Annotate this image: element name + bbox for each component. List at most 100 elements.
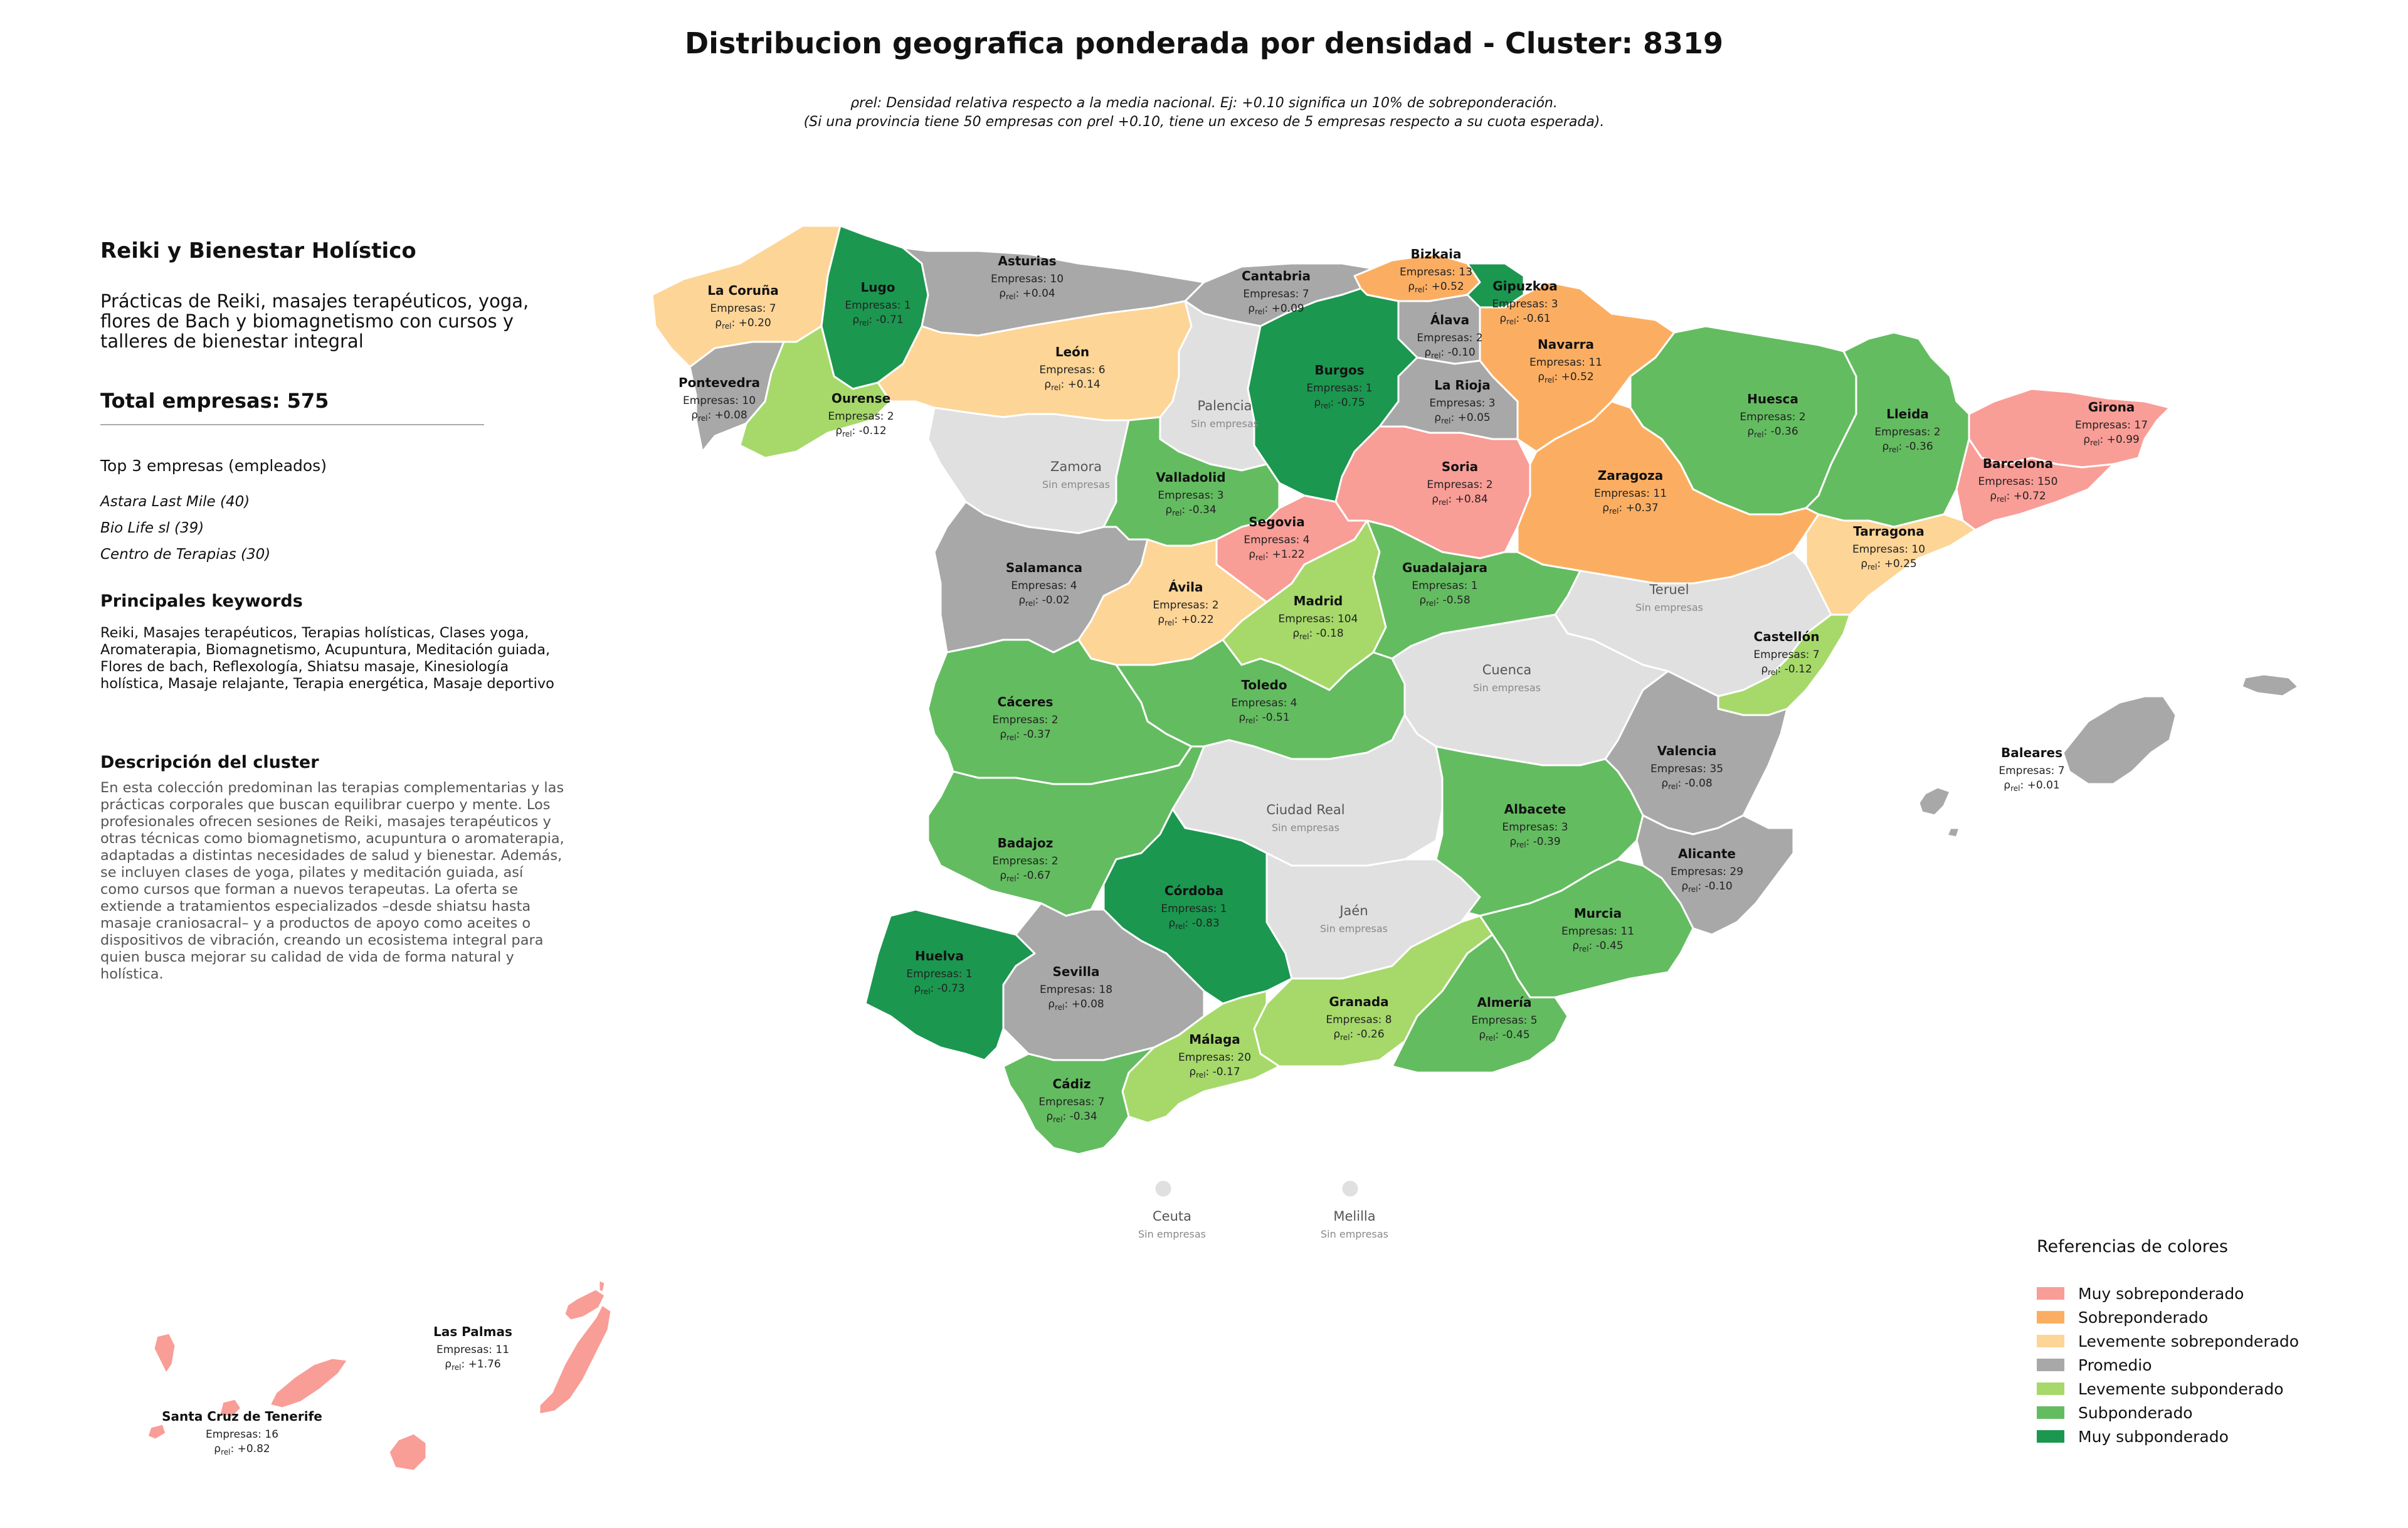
province-rho: ρrel: +0.99	[2083, 433, 2139, 447]
province-name: Bizkaia	[1411, 247, 1462, 262]
keywords-title: Principales keywords	[100, 592, 303, 611]
province-rho-value: : +0.09	[1264, 302, 1304, 315]
province-name: Asturias	[998, 253, 1056, 268]
province-name: Palencia	[1198, 398, 1252, 413]
province-rho-value: : -0.12	[852, 425, 887, 437]
province-rho-value: : -0.37	[1017, 728, 1051, 741]
panel-description: Prácticas de Reiki, masajes terapéuticos…	[100, 290, 529, 352]
province-rho-value: : -0.71	[869, 314, 904, 326]
province-rho-value: : -0.26	[1350, 1028, 1385, 1041]
province-rho-value: : +0.82	[230, 1443, 270, 1455]
province-empresas: Empresas: 3	[1502, 821, 1568, 834]
province-rho-value: : +0.37	[1619, 502, 1658, 514]
province-empresas: Empresas: 18	[1040, 984, 1112, 996]
province-rho-value: : -0.67	[1017, 869, 1051, 882]
cluster-description: En esta colección predominan las terapia…	[100, 780, 564, 982]
province-rho: ρrel: +0.04	[999, 287, 1055, 301]
province-name: Almería	[1477, 995, 1532, 1010]
province-empresas: Empresas: 29	[1671, 866, 1743, 878]
province-empresas: Empresas: 17	[2075, 419, 2148, 432]
province-name: Valencia	[1657, 743, 1717, 758]
province-rho: ρrel: +1.76	[445, 1358, 500, 1372]
province-rho: ρrel: -0.37	[1000, 728, 1050, 742]
top3-item: Bio Life sl (39)	[100, 520, 204, 536]
province-rho-value: : -0.83	[1185, 917, 1220, 930]
legend-swatch	[2037, 1287, 2064, 1300]
province-rho-value: : -0.10	[1698, 880, 1733, 893]
legend-label: Levemente subponderado	[2078, 1379, 2284, 1398]
province-name: Guadalajara	[1402, 560, 1487, 575]
province-rho-value: : +0.01	[2020, 779, 2059, 792]
subtitle-line-1: ρrel: Densidad relativa respecto a la me…	[850, 95, 1558, 111]
province-rho-value: : +0.25	[1877, 558, 1916, 570]
province-name: Toledo	[1241, 677, 1287, 692]
province-rho: ρrel: -0.34	[1165, 504, 1216, 517]
province-rho-value: : -0.58	[1436, 594, 1471, 607]
province-rho-value: : +0.72	[2006, 490, 2046, 502]
province-empresas: Empresas: 3	[1429, 397, 1495, 410]
province-empresas: Empresas: 8	[1326, 1014, 1391, 1026]
province-name: Álava	[1430, 312, 1469, 327]
legend-item: Muy sobreponderado	[2037, 1281, 2299, 1305]
province-laspalmas	[388, 1278, 613, 1472]
province-empresas: Empresas: 2	[1417, 332, 1482, 344]
province-rho: ρrel: -0.08	[1661, 777, 1712, 791]
province-empresas: Empresas: 7	[1038, 1096, 1104, 1108]
legend-title: Referencias de colores	[2037, 1237, 2228, 1256]
province-rho: ρrel: +0.52	[1408, 280, 1464, 294]
province-name: Cádiz	[1053, 1076, 1091, 1091]
province-name: Navarra	[1538, 337, 1594, 352]
province-rho-value: : +0.52	[1424, 280, 1464, 293]
province-empresas: Empresas: 6	[1039, 364, 1105, 376]
province-rho-value: : -0.51	[1255, 711, 1290, 724]
province-rho: ρrel: -0.12	[1761, 663, 1812, 677]
legend-swatch	[2037, 1335, 2064, 1347]
info-panel: Reiki y Bienestar Holístico Prácticas de…	[100, 238, 564, 983]
legend-label: Muy sobreponderado	[2078, 1284, 2244, 1303]
province-name: Tarragona	[1853, 524, 1925, 539]
province-rho: ρrel: +0.25	[1861, 558, 1916, 571]
legend-swatch	[2037, 1430, 2064, 1443]
legend-swatch	[2037, 1406, 2064, 1419]
province-name: Murcia	[1574, 906, 1622, 921]
province-name: Albacete	[1504, 802, 1566, 817]
province-rho: ρrel: -0.10	[1681, 880, 1732, 894]
province-name: Salamanca	[1006, 560, 1082, 575]
legend-label: Sobreponderado	[2078, 1308, 2209, 1327]
province-name: Soria	[1442, 459, 1478, 474]
province-rho-value: : +0.99	[2099, 433, 2139, 446]
province-name: Huelva	[915, 948, 964, 963]
province-rho: ρrel: -0.75	[1314, 396, 1365, 410]
province-rho-value: : -0.17	[1206, 1066, 1240, 1078]
province-ceuta	[1153, 1179, 1173, 1199]
province-rho: ρrel: -0.10	[1424, 346, 1475, 360]
province-almeria	[1391, 933, 1569, 1074]
legend-item: Muy subponderado	[2037, 1425, 2299, 1448]
province-empresas: Empresas: 11	[436, 1344, 509, 1356]
province-rho: ρrel: -0.26	[1333, 1028, 1384, 1042]
keywords-text: Reiki, Masajes terapéuticos, Terapias ho…	[100, 625, 554, 692]
province-rho: ρrel: +1.22	[1249, 548, 1304, 562]
province-rho: ρrel: +0.82	[214, 1443, 270, 1456]
province-empresas: Empresas: 7	[1999, 765, 2064, 777]
province-name: Melilla	[1333, 1209, 1375, 1224]
legend-label: Subponderado	[2078, 1403, 2193, 1422]
province-rho: ρrel: -0.12	[835, 425, 886, 438]
province-name: Pontevedra	[679, 375, 760, 390]
province-rho: ρrel: -0.45	[1572, 940, 1623, 953]
province-name: Cantabria	[1242, 268, 1311, 284]
province-malaga	[1121, 990, 1281, 1124]
province-rho-value: : -0.34	[1182, 504, 1217, 516]
province-rho-value: : -0.36	[1764, 425, 1798, 438]
legend-swatch	[2037, 1359, 2064, 1371]
province-empresas: Empresas: 10	[683, 395, 756, 407]
province-empresas: Empresas: 7	[1243, 288, 1309, 300]
province-empresas: Sin empresas	[1473, 682, 1541, 694]
province-name: La Coruña	[707, 283, 778, 298]
province-rho: ρrel: +0.14	[1044, 378, 1100, 392]
province-empresas: Sin empresas	[1138, 1228, 1206, 1240]
legend-swatch	[2037, 1382, 2064, 1395]
province-name: Ceuta	[1153, 1209, 1191, 1224]
province-name: León	[1055, 344, 1089, 359]
province-rho: ρrel: +0.01	[2004, 779, 2059, 793]
